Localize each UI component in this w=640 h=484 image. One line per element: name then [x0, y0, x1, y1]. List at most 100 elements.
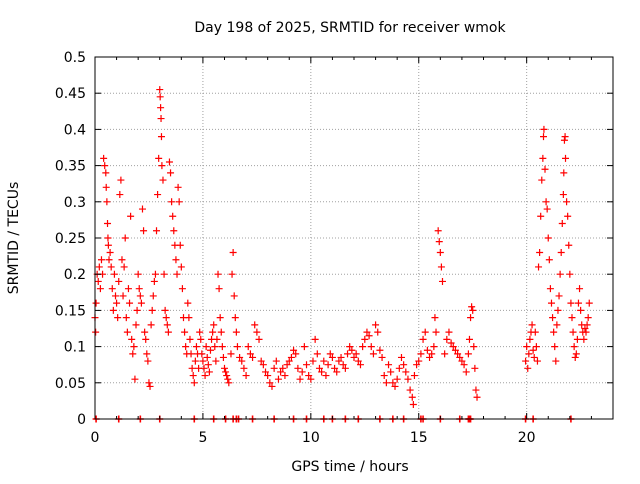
data-point [232, 328, 240, 336]
data-point [352, 350, 360, 358]
data-point [213, 335, 221, 343]
data-point [402, 368, 410, 376]
data-point [326, 350, 334, 358]
data-point [583, 321, 591, 329]
data-point [387, 368, 395, 376]
data-point [146, 382, 154, 390]
data-point [473, 393, 481, 401]
data-point [169, 212, 177, 220]
data-point [187, 350, 195, 358]
data-point [172, 256, 180, 264]
data-point [426, 353, 434, 361]
data-point [96, 285, 104, 293]
data-point [573, 335, 581, 343]
data-point [540, 133, 548, 141]
data-point [160, 270, 168, 278]
data-point [227, 350, 235, 358]
data-point [108, 285, 116, 293]
data-point [523, 343, 531, 351]
data-point [102, 169, 110, 177]
data-point [206, 346, 214, 354]
data-point [559, 191, 567, 199]
data-point [147, 321, 155, 329]
data-point [191, 357, 199, 365]
data-point [216, 314, 224, 322]
data-point [188, 364, 196, 372]
data-point [409, 401, 417, 409]
data-point [230, 292, 238, 300]
data-point [202, 343, 210, 351]
data-point [264, 372, 272, 380]
tick-layer: 0 0.05 0.1 0.15 0.2 0.25 0.3 0.35 0.4 0.45 0.5 0 5 10… [55, 50, 613, 446]
data-point [540, 125, 548, 133]
data-point [417, 350, 425, 358]
data-point [170, 227, 178, 235]
data-point [277, 368, 285, 376]
data-point [186, 335, 194, 343]
y-tick-label: 0.25 [55, 231, 86, 247]
data-point [155, 154, 163, 162]
data-point [554, 306, 562, 314]
data-point [136, 292, 144, 300]
data-point [354, 357, 362, 365]
data-point [210, 321, 218, 329]
data-point [100, 154, 108, 162]
data-point [385, 361, 393, 369]
data-point [168, 198, 176, 206]
data-point [110, 270, 118, 278]
data-point [563, 198, 571, 206]
data-point [472, 386, 480, 394]
data-point [198, 350, 206, 358]
data-point [561, 133, 569, 141]
y-tick-label: 0.45 [55, 86, 86, 102]
data-point [532, 343, 540, 351]
data-point [274, 375, 282, 383]
data-point [259, 361, 267, 369]
data-point [434, 227, 442, 235]
data-point [309, 357, 317, 365]
data-point [134, 270, 142, 278]
data-point [175, 198, 183, 206]
data-point [313, 350, 321, 358]
data-point [335, 357, 343, 365]
data-point [410, 372, 418, 380]
data-point [538, 176, 546, 184]
data-point [572, 350, 580, 358]
data-point [279, 364, 287, 372]
data-point [244, 343, 252, 351]
data-point [219, 353, 227, 361]
data-point [221, 364, 228, 372]
data-point [272, 357, 280, 365]
data-point [526, 335, 534, 343]
data-point [441, 350, 449, 358]
data-point [571, 353, 579, 361]
data-point [122, 314, 130, 322]
grid-layer [95, 57, 613, 419]
data-point [365, 332, 373, 340]
data-point [159, 176, 167, 184]
data-point [133, 306, 141, 314]
data-point [376, 346, 384, 354]
data-point [524, 364, 532, 372]
data-point [560, 136, 568, 144]
data-point [92, 328, 100, 336]
data-point [224, 375, 232, 383]
data-point [161, 306, 169, 314]
data-point [142, 335, 150, 343]
data-point [223, 372, 231, 380]
data-point [456, 353, 464, 361]
data-point [157, 115, 165, 123]
data-point [531, 328, 539, 336]
data-point [131, 375, 139, 383]
data-point [285, 357, 293, 365]
data-point [382, 379, 390, 387]
data-point [536, 248, 544, 256]
data-point [539, 154, 547, 162]
data-point [305, 372, 313, 380]
data-point [435, 238, 443, 246]
data-point [367, 343, 375, 351]
data-point [95, 263, 103, 271]
data-point [249, 353, 257, 361]
